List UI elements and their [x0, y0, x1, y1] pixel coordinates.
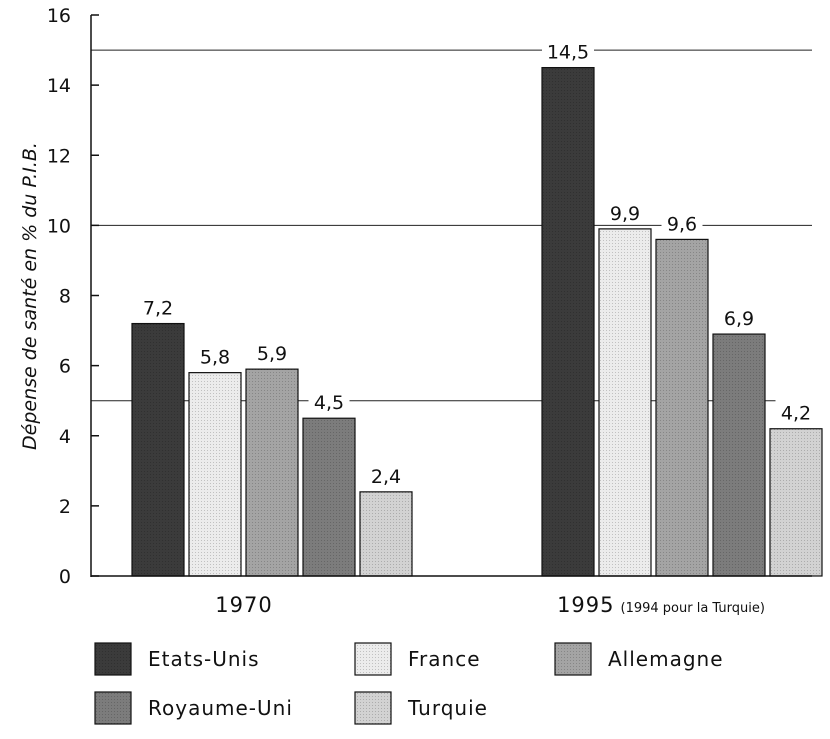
value-label-backdrop — [137, 293, 179, 318]
bar-texture — [542, 67, 594, 576]
category-label-1970: 1970 — [215, 593, 272, 617]
legend-swatch-texture — [95, 643, 131, 675]
legend-label: Turquie — [407, 696, 488, 720]
value-label: 6,9 — [724, 308, 754, 330]
value-label-backdrop — [604, 198, 646, 223]
y-tick-label: 0 — [59, 566, 71, 588]
bar-texture — [303, 418, 355, 576]
value-label: 9,9 — [610, 203, 640, 225]
value-label-backdrop — [194, 342, 236, 367]
legend-label: France — [408, 647, 481, 671]
legend-label: Etats-Unis — [148, 647, 260, 671]
category-label-1995: 1995 (1994 pour la Turquie) — [557, 593, 765, 617]
value-label: 4,2 — [781, 403, 811, 425]
bar-texture — [189, 372, 241, 576]
bar-texture — [246, 369, 298, 576]
y-tick-label: 2 — [59, 496, 71, 518]
value-label: 5,9 — [257, 343, 287, 365]
bar-texture — [132, 323, 184, 576]
bar-texture — [770, 428, 822, 576]
bars — [131, 66, 823, 577]
y-axis-label: Dépense de santé en % du P.I.B. — [19, 142, 41, 450]
legend: Etats-Unis France Allemagne Royaume-Uni Turq… — [94, 642, 724, 725]
bar-texture — [599, 228, 651, 576]
y-tick-label: 8 — [59, 286, 71, 308]
legend-swatch-texture — [555, 643, 591, 675]
value-label-backdrop — [251, 339, 293, 364]
bar-texture — [713, 334, 765, 576]
value-label-backdrop — [775, 398, 817, 423]
legend-label: Royaume-Uni — [148, 696, 293, 720]
value-label-backdrop — [542, 37, 594, 62]
value-label-backdrop — [365, 461, 407, 486]
value-label: 9,6 — [667, 213, 697, 235]
bar-texture — [360, 491, 412, 576]
value-labels: 7,2 14,5 5,8 9,9 5,9 9,6 4,5 6,9 2,4 4,2 — [137, 37, 817, 488]
y-tick-label: 16 — [47, 5, 71, 27]
value-label-backdrop — [661, 209, 703, 234]
value-label: 14,5 — [547, 42, 589, 64]
y-ticks: 0 2 4 6 8 10 12 14 16 — [47, 5, 99, 588]
value-label: 4,5 — [314, 392, 344, 414]
value-label: 7,2 — [143, 298, 173, 320]
legend-swatch-texture — [95, 692, 131, 724]
y-tick-label: 12 — [47, 145, 71, 167]
category-labels: 1970 1995 (1994 pour la Turquie) — [215, 593, 765, 617]
y-tick-label: 6 — [59, 356, 71, 378]
y-tick-label: 14 — [47, 75, 71, 97]
legend-label: Allemagne — [608, 647, 724, 671]
bar-texture — [656, 239, 708, 576]
legend-swatch-texture — [355, 643, 391, 675]
legend-swatch-texture — [355, 692, 391, 724]
value-label-backdrop — [308, 388, 350, 413]
value-label: 2,4 — [371, 466, 401, 488]
y-tick-label: 4 — [59, 426, 71, 448]
value-label: 5,8 — [200, 347, 230, 369]
value-label-backdrop — [718, 304, 760, 329]
y-tick-label: 10 — [47, 215, 71, 237]
